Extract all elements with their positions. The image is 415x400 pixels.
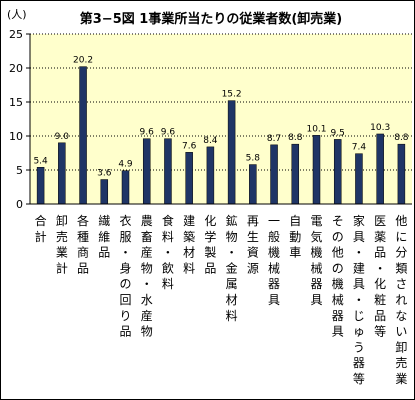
category-label: 食料・飲料: [162, 213, 174, 291]
bar: [312, 135, 321, 205]
bar: [249, 164, 257, 205]
y-axis-ticks: 0 5 10 15 20 25: [9, 28, 30, 211]
category-label: 自動車: [289, 214, 301, 260]
y-tick-label: 25: [9, 28, 23, 41]
bar: [142, 138, 151, 205]
category-label: 医薬品・化粧品等: [374, 214, 386, 339]
data-label: 7.6: [182, 141, 197, 151]
category-label: その他の機械器具: [332, 214, 344, 339]
category-label: 化学製品: [204, 214, 216, 275]
y-axis-unit-label: (人): [7, 8, 27, 21]
category-label: 家具・建具・じゅう器等: [353, 213, 365, 386]
category-label: 電気機械器具: [310, 214, 322, 307]
bar: [164, 138, 172, 205]
data-label: 7.4: [352, 143, 367, 153]
bar: [333, 139, 342, 205]
data-label: 8.4: [203, 136, 218, 146]
y-tick-label: 5: [16, 164, 23, 177]
gridlines: [30, 33, 412, 171]
bar: [121, 170, 130, 205]
category-label: 再生資源: [247, 214, 259, 275]
category-label: 各種商品: [77, 213, 89, 275]
category-label: 農畜産物・水産物: [141, 214, 153, 339]
data-label: 5.4: [33, 156, 48, 166]
y-tick-label: 15: [9, 96, 23, 109]
category-label: 他に分類されない卸売業: [395, 214, 407, 386]
data-label: 10.3: [370, 123, 390, 133]
bar: [185, 152, 193, 205]
data-label: 15.2: [222, 90, 242, 100]
data-label: 9.6: [161, 128, 176, 138]
x-axis-categories: 合計卸売業計各種商品繊維品衣服・身の回り品農畜産物・水産物食料・飲料建築材料化学…: [35, 213, 408, 386]
chart-title: 第3−5図 1事業所当たりの従業者数(卸売業): [80, 11, 342, 27]
bar: [227, 100, 236, 205]
bar: [58, 142, 66, 205]
category-label: 繊維品: [98, 214, 110, 260]
category-label: 鉱物・金属材料: [226, 213, 238, 323]
data-labels: 5.4 9.0 20.2 3.6 4.9 9.6 9.6 7.6 8.4 15.2 5.8 8.7 8.…: [33, 56, 408, 179]
bar: [291, 143, 300, 205]
bar: [36, 167, 45, 205]
data-label: 9.5: [331, 128, 345, 138]
data-label: 20.2: [73, 56, 93, 66]
bar: [397, 143, 406, 205]
bar: [100, 179, 109, 205]
y-tick-label: 10: [9, 130, 23, 143]
y-tick-label: 0: [16, 198, 23, 211]
category-label: 建築材料: [183, 214, 195, 275]
y-tick-label: 20: [9, 62, 23, 75]
data-label: 10.1: [306, 124, 326, 134]
data-label: 9.0: [55, 132, 70, 142]
category-label: 卸売業計: [56, 213, 68, 275]
data-label: 8.8: [288, 133, 303, 143]
bar: [270, 144, 278, 205]
bar: [355, 153, 363, 205]
data-label: 8.7: [267, 134, 281, 144]
category-label: 衣服・身の回り品: [119, 213, 131, 339]
bar: [79, 66, 87, 205]
category-label: 一般機械器具: [268, 214, 280, 307]
data-label: 8.8: [394, 133, 409, 143]
plot-area: [30, 34, 412, 204]
data-label: 4.9: [118, 160, 133, 170]
data-label: 5.8: [246, 154, 261, 164]
category-label: 合計: [35, 213, 47, 244]
bar: [206, 146, 215, 205]
data-label: 9.6: [140, 128, 155, 138]
data-label: 3.6: [97, 169, 112, 179]
bar: [376, 133, 384, 205]
